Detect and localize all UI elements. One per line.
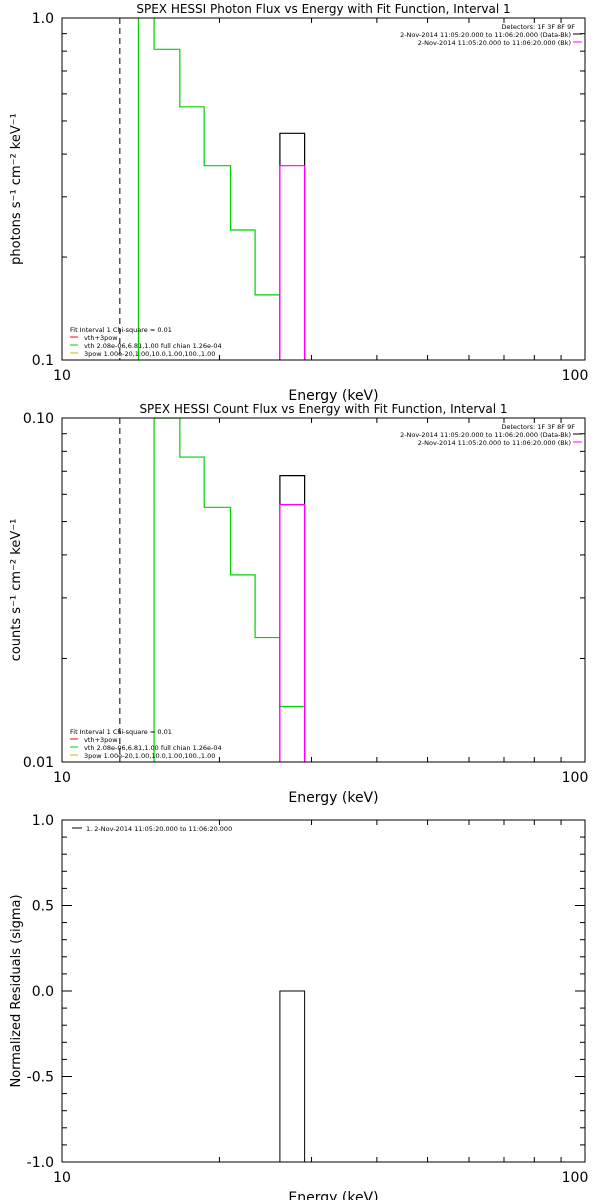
legend-entry: 3pow 1.00e-20,1.00,10.0,1.00,100.,1.00 xyxy=(84,752,215,760)
legend-entry: 2-Nov-2014 11:05:20.000 to 11:06:20.000 … xyxy=(418,39,571,47)
chart-panel-3: 10 100 -1.0 -0.5 0.0 0.5 1.0 Energy (keV) Normal… xyxy=(9,813,588,1200)
x-tick-label: 100 xyxy=(562,1170,589,1186)
x-axis-label: Energy (keV) xyxy=(288,1190,378,1200)
plot-area xyxy=(279,990,306,1162)
series-1-line xyxy=(153,418,306,762)
x-axis-label: Energy (keV) xyxy=(288,388,378,404)
x-tick-label: 10 xyxy=(53,1170,71,1186)
x-axis-label: Energy (keV) xyxy=(288,790,378,806)
y-tick-label: 0.10 xyxy=(23,411,54,427)
chart-panel-2: 10 100 0.01 0.10 SPEX HESSI Count Flux vs En… xyxy=(9,402,588,806)
legend-entry: vth+3pow xyxy=(84,736,118,744)
legend-entry: Fit Interval 1 Chi-square = 0.01 xyxy=(70,326,172,334)
y-tick-label: 1.0 xyxy=(32,11,54,27)
plot-area xyxy=(119,18,306,360)
chart-title: SPEX HESSI Count Flux vs Energy with Fit… xyxy=(139,402,507,416)
series-2-line xyxy=(279,475,306,762)
y-tick-label: 1.0 xyxy=(32,813,54,829)
y-axis-label: counts s⁻¹ cm⁻² keV⁻¹ xyxy=(9,519,24,662)
x-tick-label: 10 xyxy=(53,770,71,786)
chart-title: SPEX HESSI Photon Flux vs Energy with Fi… xyxy=(136,2,510,16)
x-tick-label: 100 xyxy=(562,770,589,786)
axes-frame xyxy=(61,17,586,361)
x-tick-label: 100 xyxy=(562,368,589,384)
legend-entry: Detectors: 1F 3F 8F 9F xyxy=(501,423,575,431)
plot-area xyxy=(119,418,306,762)
legend-entry: 2-Nov-2014 11:05:20.000 to 11:06:20.000 … xyxy=(400,431,571,439)
y-axis-label: photons s⁻¹ cm⁻² keV⁻¹ xyxy=(9,113,24,265)
legend-entry: Fit Interval 1 Chi-square = 0.01 xyxy=(70,728,172,736)
series-2-line xyxy=(279,132,306,360)
legend-entry: 2-Nov-2014 11:05:20.000 to 11:06:20.000 … xyxy=(400,31,571,39)
y-axis-label: Normalized Residuals (sigma) xyxy=(9,894,24,1087)
legend-entry: 1. 2-Nov-2014 11:05:20.000 to 11:06:20.0… xyxy=(86,825,232,833)
legend-entry: 3pow 1.00e-20,1.00,10.0,1.00,100.,1.00 xyxy=(84,350,215,358)
chart-panel-1: 10 100 0.1 1.0 SPEX HESSI Photon Flux vs Ene… xyxy=(9,2,589,404)
y-tick-label: -0.5 xyxy=(27,1070,54,1086)
legend-entry: vth 2.08e-06,6.81,1.00 full chian 1.26e-… xyxy=(84,342,222,350)
legend-entry: 2-Nov-2014 11:05:20.000 to 11:06:20.000 … xyxy=(418,439,571,447)
axes-frame xyxy=(61,819,586,1163)
y-tick-label: 0.5 xyxy=(32,899,54,915)
axes-frame xyxy=(61,417,586,763)
y-tick-label: 0.01 xyxy=(23,755,54,771)
legend-entry: vth 2.08e-06,6.81,1.00 full chian 1.26e-… xyxy=(84,744,222,752)
y-tick-label: 0.0 xyxy=(32,984,54,1000)
y-tick-label: -1.0 xyxy=(27,1155,54,1171)
series-3-line xyxy=(279,165,306,360)
legend-entry: vth+3pow xyxy=(84,334,118,342)
residual-bar xyxy=(279,990,306,1162)
x-tick-label: 10 xyxy=(53,368,71,384)
series-3-line xyxy=(279,504,306,762)
legend-entry: Detectors: 1F 3F 8F 9F xyxy=(501,23,575,31)
y-tick-label: 0.1 xyxy=(32,353,54,369)
